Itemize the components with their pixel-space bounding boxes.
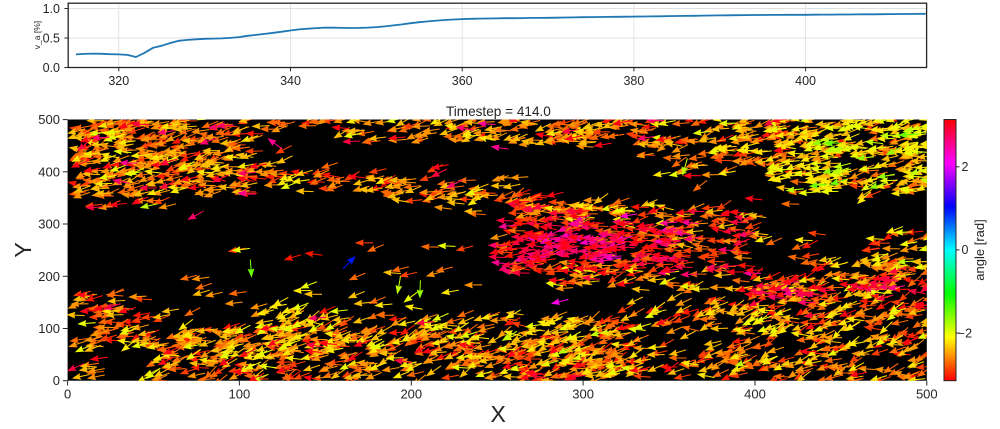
svg-text:2: 2 xyxy=(962,160,969,174)
svg-text:500: 500 xyxy=(916,387,938,402)
svg-text:0.5: 0.5 xyxy=(43,31,60,45)
svg-text:200: 200 xyxy=(38,269,60,284)
svg-text:Y: Y xyxy=(10,242,36,257)
svg-text:0: 0 xyxy=(53,373,60,388)
svg-text:200: 200 xyxy=(400,387,422,402)
svg-text:v_a [%]: v_a [%] xyxy=(32,21,42,49)
svg-text:320: 320 xyxy=(108,74,129,88)
svg-text:400: 400 xyxy=(38,164,60,179)
svg-text:500: 500 xyxy=(38,112,60,127)
svg-text:−2: −2 xyxy=(958,326,972,340)
svg-text:1.0: 1.0 xyxy=(43,2,60,16)
svg-text:0: 0 xyxy=(962,243,969,257)
svg-text:0.0: 0.0 xyxy=(43,61,60,75)
svg-text:300: 300 xyxy=(38,217,60,232)
svg-text:300: 300 xyxy=(572,387,594,402)
svg-text:380: 380 xyxy=(623,74,644,88)
svg-text:360: 360 xyxy=(452,74,473,88)
svg-text:0: 0 xyxy=(64,387,71,402)
svg-text:X: X xyxy=(491,401,506,427)
svg-text:400: 400 xyxy=(795,74,816,88)
svg-text:100: 100 xyxy=(229,387,251,402)
svg-text:100: 100 xyxy=(38,321,60,336)
svg-text:340: 340 xyxy=(280,74,301,88)
svg-text:Timestep = 414.0: Timestep = 414.0 xyxy=(446,104,551,119)
svg-text:400: 400 xyxy=(744,387,766,402)
svg-text:angle [rad]: angle [rad] xyxy=(972,219,987,280)
